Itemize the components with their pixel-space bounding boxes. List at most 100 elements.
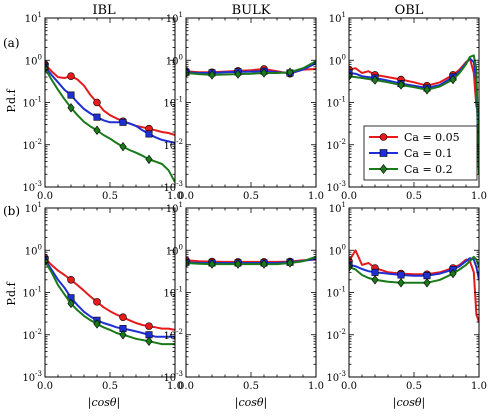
- x-tick-label-a-bulk-1: 0.5: [243, 191, 259, 202]
- x-axis-label-bulk: |cosθ|: [235, 396, 267, 410]
- y-tick-label-a-bulk-0: 100: [166, 53, 183, 67]
- x-tick-label-b-obl-0: 0.0: [341, 381, 357, 392]
- marker-b-ibl-ca02-8: [93, 319, 101, 329]
- marker-a-ibl-ca02-12: [119, 141, 127, 152]
- y-tick-label-b-ibl--3: 10-3: [22, 370, 42, 384]
- series-line-a-ibl-ca005: [45, 63, 175, 136]
- marker-a-bulk-ca02-4: [234, 69, 242, 79]
- x-tick-label-a-ibl-1: 0.5: [102, 191, 118, 202]
- column-title-ibl: IBL: [92, 3, 116, 18]
- row-label-b: (b): [3, 204, 20, 218]
- marker-b-obl-ca02-8: [423, 278, 431, 288]
- panel-frame-a-bulk: [185, 17, 317, 188]
- marker-a-ibl-ca02-8: [93, 125, 101, 135]
- y-tick-label-a-obl--3: 10-3: [326, 180, 346, 194]
- marker-a-obl-ca02-4: [371, 75, 379, 85]
- marker-b-obl-ca01-8: [423, 272, 431, 280]
- x-tick-label-b-obl-2: 1.0: [471, 381, 487, 392]
- x-tick-label-a-bulk-0: 0.0: [178, 191, 194, 202]
- x-tick-label-a-bulk-2: 1.0: [308, 191, 324, 202]
- marker-b-bulk-ca02-4: [234, 259, 242, 269]
- y-tick-label-a-bulk-1: 101: [166, 11, 183, 25]
- y-tick-label-a-obl-1: 101: [329, 11, 346, 25]
- y-tick-label-b-obl-0: 100: [329, 243, 346, 257]
- series-group-b-ibl: [45, 254, 175, 346]
- series-group-a-ibl: [45, 60, 175, 183]
- series-line-a-bulk-ca02: [186, 60, 316, 76]
- series-line-a-ibl-ca01: [45, 66, 175, 144]
- y-tick-label-a-bulk--1: 10-1: [163, 96, 183, 110]
- y-tick-label-a-ibl-0: 100: [25, 53, 42, 67]
- y-axis-label-row-b: P.d.f: [5, 281, 18, 305]
- marker-a-obl-ca02-10: [449, 74, 457, 85]
- series-line-b-obl-ca02: [349, 255, 479, 284]
- legend-label-ca02: Ca = 0.2: [404, 163, 453, 176]
- panel-frame-b-bulk: [185, 207, 317, 378]
- x-tick-label-b-bulk-0: 0.0: [178, 381, 194, 392]
- y-tick-label-a-bulk--2: 10-2: [163, 138, 183, 152]
- x-tick-label-a-obl-0: 0.0: [341, 191, 357, 202]
- panel-frame-b-obl: [348, 207, 480, 378]
- y-tick-label-a-ibl--2: 10-2: [22, 138, 42, 152]
- marker-b-obl-ca01-4: [371, 268, 379, 276]
- marker-b-ibl-ca005-12: [119, 313, 127, 322]
- series-line-a-ibl-ca02: [45, 67, 175, 183]
- marker-b-ibl-ca02-12: [119, 330, 127, 340]
- y-tick-label-b-ibl--2: 10-2: [22, 328, 42, 342]
- marker-b-ibl-ca02-16: [145, 336, 153, 346]
- marker-a-obl-ca02-0: [349, 71, 353, 81]
- marker-b-ibl-ca02-4: [67, 298, 75, 309]
- y-tick-label-a-obl--1: 10-1: [326, 96, 346, 110]
- y-tick-label-b-bulk-1: 101: [166, 201, 183, 215]
- y-tick-label-b-obl--3: 10-3: [326, 370, 346, 384]
- legend-label-ca01: Ca = 0.1: [404, 147, 453, 160]
- y-tick-label-b-bulk--1: 10-1: [163, 286, 183, 300]
- x-axis-label-obl: |cosθ|: [393, 396, 425, 410]
- y-tick-label-b-bulk-0: 100: [166, 243, 183, 257]
- panel-frame-b-ibl: [44, 207, 176, 378]
- marker-a-ibl-ca01-12: [119, 118, 127, 126]
- series-line-b-obl-ca005: [349, 249, 479, 323]
- marker-b-obl-ca02-6: [397, 278, 405, 288]
- marker-a-bulk-ca02-2: [208, 70, 216, 80]
- series-line-b-ibl-ca02: [45, 260, 175, 346]
- y-tick-label-b-ibl-1: 101: [25, 201, 42, 215]
- marker-b-obl-ca01-6: [397, 271, 405, 279]
- x-tick-label-b-obl-1: 0.5: [406, 381, 422, 392]
- y-tick-label-b-obl-1: 101: [329, 201, 346, 215]
- series-line-b-ibl-ca01: [45, 259, 175, 338]
- legend-marker-ca02: [379, 164, 388, 174]
- marker-b-ibl-ca005-8: [93, 298, 101, 306]
- series-line-b-ibl-ca005: [45, 257, 175, 331]
- marker-b-bulk-ca02-2: [208, 259, 216, 269]
- y-tick-label-b-obl--2: 10-2: [326, 328, 346, 342]
- y-tick-label-a-obl--2: 10-2: [326, 138, 346, 152]
- x-axis-label-ibl: |cosθ|: [88, 396, 120, 410]
- y-tick-label-b-bulk--2: 10-2: [163, 328, 183, 342]
- y-tick-label-b-bulk--3: 10-3: [163, 370, 183, 384]
- y-tick-label-b-ibl--1: 10-1: [22, 286, 42, 300]
- marker-b-obl-ca02-4: [371, 275, 379, 285]
- legend-label-ca005: Ca = 0.05: [404, 131, 460, 144]
- marker-a-ibl-ca005-4: [67, 72, 75, 80]
- marker-a-obl-ca02-8: [423, 85, 431, 95]
- x-tick-label-b-bulk-2: 1.0: [308, 381, 324, 392]
- column-title-bulk: BULK: [232, 3, 271, 18]
- marker-b-ibl-ca005-16: [145, 322, 153, 330]
- x-tick-label-b-ibl-1: 0.5: [102, 381, 118, 392]
- x-tick-label-b-ibl-0: 0.0: [37, 381, 53, 392]
- series-group-a-obl: [349, 54, 479, 175]
- marker-a-ibl-ca01-4: [67, 91, 75, 99]
- legend-marker-ca01: [379, 149, 388, 157]
- y-tick-label-a-ibl--1: 10-1: [22, 96, 42, 110]
- marker-a-bulk-ca02-8: [286, 67, 294, 77]
- series-line-b-bulk-ca02: [186, 255, 316, 266]
- y-tick-label-a-ibl--3: 10-3: [22, 180, 42, 194]
- x-tick-label-a-obl-2: 1.0: [471, 191, 487, 202]
- series-group-b-bulk: [186, 255, 316, 269]
- x-tick-label-a-ibl-2: 1.0: [167, 191, 183, 202]
- marker-a-ibl-ca005-8: [93, 98, 101, 107]
- marker-a-ibl-ca01-8: [93, 113, 101, 121]
